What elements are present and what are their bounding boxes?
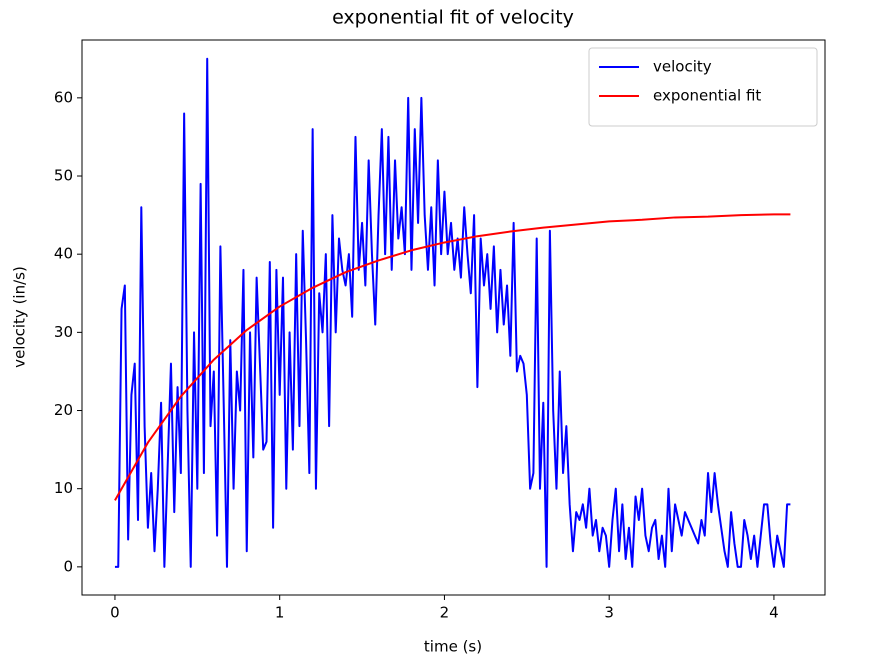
y-tick-label: 50 bbox=[54, 167, 73, 185]
x-tick-label: 0 bbox=[110, 604, 120, 622]
y-tick-label: 20 bbox=[54, 401, 73, 419]
x-tick-label: 2 bbox=[440, 604, 450, 622]
y-tick-label: 60 bbox=[54, 88, 73, 106]
line-series bbox=[114, 213, 791, 501]
y-tick-label: 10 bbox=[54, 479, 73, 497]
x-tick-label: 1 bbox=[275, 604, 285, 622]
legend-label: velocity bbox=[653, 58, 712, 76]
y-axis-label: velocity (in/s) bbox=[11, 266, 29, 368]
chart-title: exponential fit of velocity bbox=[332, 7, 574, 29]
y-tick-label: 30 bbox=[54, 323, 73, 341]
plot-frame bbox=[81, 39, 826, 596]
y-tick-label: 40 bbox=[54, 245, 73, 263]
y-tick-label: 0 bbox=[63, 557, 73, 575]
legend-label: exponential fit bbox=[653, 87, 761, 105]
x-axis-label: time (s) bbox=[424, 638, 482, 656]
legend-box bbox=[588, 47, 818, 127]
line-series bbox=[114, 57, 791, 568]
x-tick-label: 3 bbox=[604, 604, 614, 622]
x-tick-label: 4 bbox=[769, 604, 779, 622]
